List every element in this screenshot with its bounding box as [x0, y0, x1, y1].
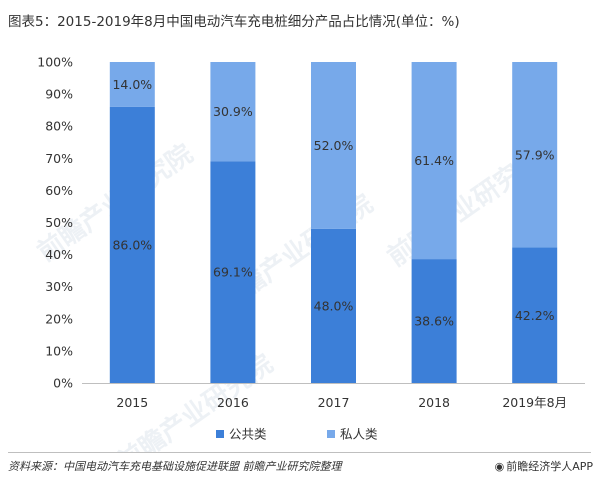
- bar-public: [411, 259, 457, 383]
- y-tick-label: 10%: [45, 343, 73, 358]
- x-tick-label: 2017: [318, 395, 350, 410]
- bar-public: [311, 228, 356, 383]
- data-label: 38.6%: [414, 314, 454, 329]
- footer: 资料来源：中国电动汽车充电基础设施促进联盟 前瞻产业研究院整理 ◉ 前瞻经济学人A…: [0, 452, 599, 483]
- stacked-bar-chart: 前瞻产业研究院前瞻产业研究院前瞻产业研究院前瞻产业研究院 0% 10% 20% 30%…: [32, 55, 585, 452]
- y-tick-label: 100%: [37, 55, 73, 70]
- data-label: 69.1%: [213, 265, 253, 280]
- chart-title: 图表5：2015-2019年8月中国电动汽车充电桩细分产品占比情况(单位：%): [8, 14, 460, 30]
- y-tick-label: 30%: [45, 279, 73, 294]
- data-label: 48.0%: [314, 298, 354, 313]
- x-axis: 2015 2016 2017 2018 2019年8月: [82, 383, 585, 410]
- data-label: 14.0%: [112, 77, 152, 92]
- bar-public: [210, 161, 256, 383]
- y-tick-label: 20%: [45, 311, 73, 326]
- x-tick-label: 2016: [217, 395, 249, 410]
- data-label: 61.4%: [414, 153, 454, 168]
- data-label: 52.0%: [314, 138, 354, 153]
- legend: 公共类 私人类: [216, 427, 378, 442]
- footer-divider: [8, 452, 591, 453]
- y-axis: 0% 10% 20% 30% 40% 50% 60% 70% 80% 90% 100%: [37, 55, 73, 391]
- y-tick-label: 50%: [45, 215, 73, 230]
- bar-private: [311, 62, 356, 229]
- bar-private: [210, 62, 256, 162]
- legend-swatch-private: [327, 430, 335, 438]
- data-label: 42.2%: [515, 308, 555, 323]
- data-label: 86.0%: [112, 237, 152, 252]
- y-tick-label: 0%: [53, 376, 73, 391]
- brand-name: 前瞻经济学人APP: [506, 460, 593, 473]
- y-tick-label: 60%: [45, 183, 73, 198]
- bar-private: [512, 62, 558, 248]
- y-tick-label: 40%: [45, 247, 73, 262]
- watermark-layer: 前瞻产业研究院前瞻产业研究院前瞻产业研究院前瞻产业研究院: [32, 138, 549, 452]
- bar-public: [109, 106, 155, 383]
- bar-private: [411, 62, 457, 260]
- bar-private: [109, 62, 155, 107]
- data-label: 30.9%: [213, 104, 253, 119]
- data-label: 57.9%: [515, 147, 555, 162]
- y-tick-label: 80%: [45, 119, 73, 134]
- brand-logo-icon: ◉: [494, 460, 505, 473]
- brand-credit: ◉ 前瞻经济学人APP: [495, 458, 593, 474]
- x-tick-label: 2019年8月: [502, 395, 567, 410]
- x-tick-label: 2015: [116, 395, 148, 410]
- legend-label-public: 公共类: [229, 427, 267, 442]
- y-tick-label: 90%: [45, 87, 73, 102]
- bar-public: [512, 247, 558, 383]
- source-note: 资料来源：中国电动汽车充电基础设施促进联盟 前瞻产业研究院整理: [8, 460, 342, 473]
- x-tick-label: 2018: [418, 395, 450, 410]
- legend-swatch-public: [216, 430, 224, 438]
- y-tick-label: 70%: [45, 151, 73, 166]
- bars: 86.0% 14.0% 69.1% 30.9% 48.0% 52.0% 38.6% 61.4%…: [109, 62, 558, 383]
- legend-label-private: 私人类: [340, 427, 378, 442]
